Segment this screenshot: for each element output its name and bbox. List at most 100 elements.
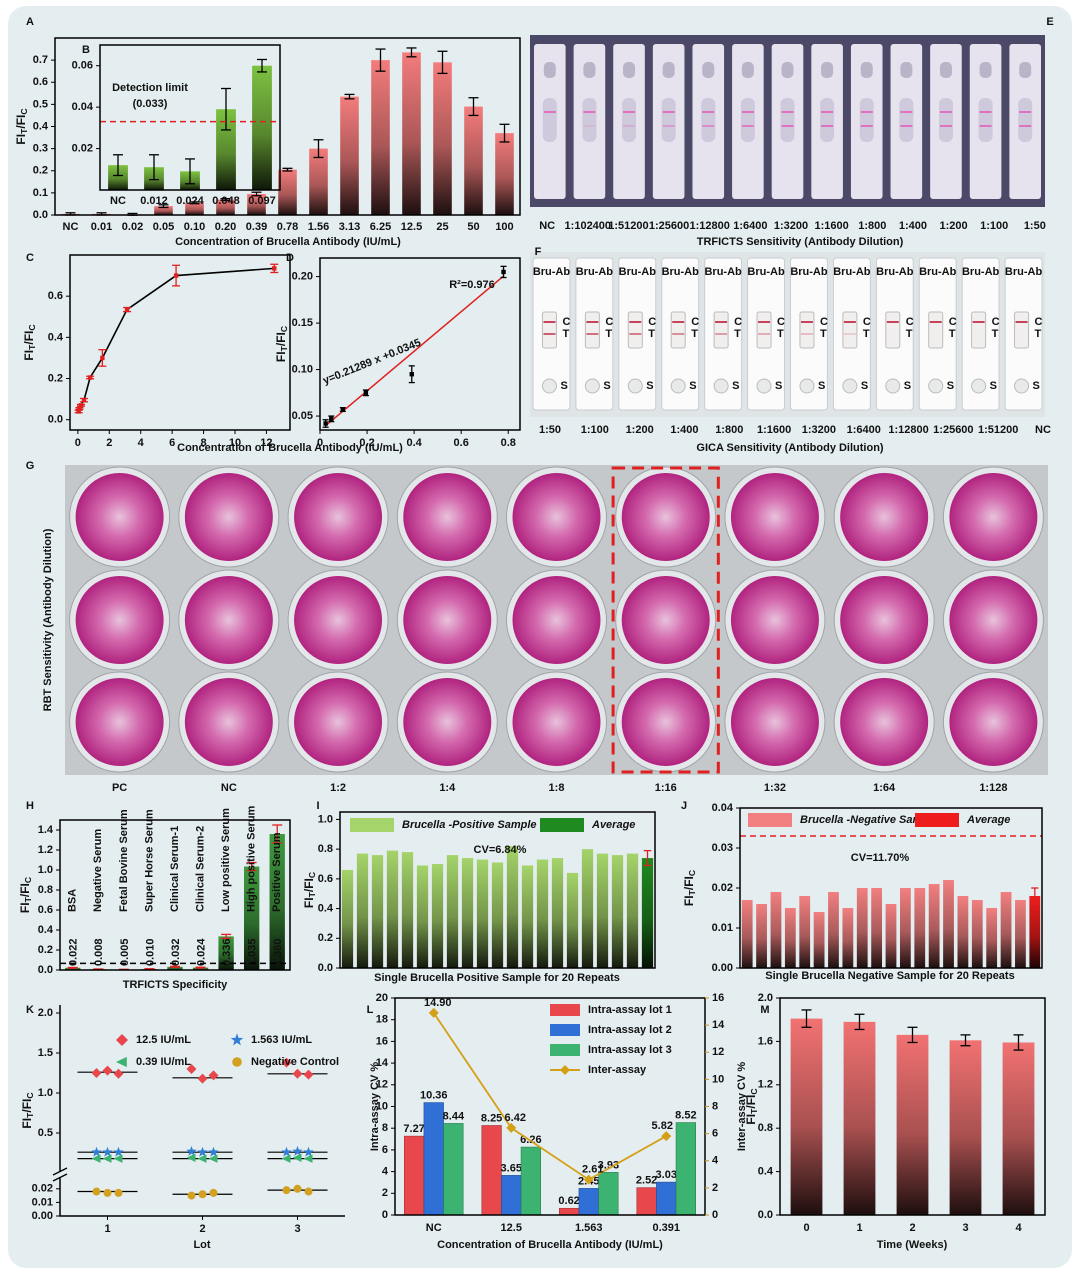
error-bar: [170, 965, 180, 968]
strip-mark: S: [646, 380, 653, 392]
error-bar: [313, 139, 324, 159]
y-tick-label: 0.2: [38, 944, 53, 956]
y-tick-label: 0.4: [48, 331, 64, 343]
y-tick-label: 0: [382, 1209, 388, 1221]
strip-window: [584, 311, 600, 349]
strip-window: [899, 98, 914, 142]
axis-label-part: FI: [682, 895, 696, 906]
panel-label: A: [26, 16, 34, 28]
bar: [1002, 1042, 1035, 1215]
strip-window: [978, 98, 993, 142]
y-tick-label: 14: [712, 1019, 725, 1031]
photo: [530, 252, 1045, 417]
marker: [506, 1122, 517, 1133]
bar: [154, 206, 173, 215]
x-axis-label: Lot: [193, 1239, 210, 1251]
bar: [1015, 900, 1026, 968]
strip-text: Bru-Ab: [619, 266, 657, 278]
bar: [416, 865, 429, 968]
sample-well: [627, 378, 643, 394]
marker: [113, 1068, 124, 1079]
bar: [495, 133, 514, 215]
x-tick-label: NC: [110, 195, 126, 207]
marker: [78, 403, 84, 408]
error-bar: [257, 58, 267, 73]
marker: [281, 1146, 292, 1157]
y-tick-label: 12: [712, 1046, 724, 1058]
axis-label-part: T: [307, 891, 317, 897]
error-bar: [246, 861, 257, 872]
bar: [501, 1175, 522, 1216]
x-tick-label: 0.012: [140, 195, 168, 207]
x-tick-label: 3: [962, 1222, 968, 1234]
x-tick-label: 0.2: [359, 437, 374, 449]
axis-label-part: /FI: [14, 115, 28, 129]
bar: [1029, 896, 1041, 968]
bar: [856, 888, 868, 968]
strip-mark: C: [562, 316, 570, 328]
strip-text: Bru-Ab: [790, 266, 828, 278]
marker: [272, 266, 277, 271]
well: [403, 678, 492, 766]
well: [403, 576, 492, 664]
marker: [102, 1065, 113, 1076]
marker: [87, 375, 93, 380]
panel-label: E: [1046, 16, 1053, 28]
bar: [598, 1172, 619, 1216]
error-bar: [468, 97, 479, 117]
bar: [943, 880, 954, 968]
strip-window: [702, 62, 715, 78]
bar: [341, 869, 354, 968]
bar: [1000, 892, 1012, 968]
axis-label-part: T: [23, 896, 33, 902]
y-tick-label: 0.2: [48, 372, 63, 384]
y-tick-label: 0.4: [33, 120, 49, 132]
strip-window: [701, 98, 716, 142]
y-tick-label: 0.01: [712, 922, 733, 934]
x-tick-label: 0.01: [91, 221, 112, 233]
bar: [278, 169, 297, 215]
axis-label: FIT/FIC: [682, 870, 697, 906]
bar: [309, 148, 328, 215]
value-label: 3.93: [598, 1159, 619, 1171]
bar: [371, 60, 390, 215]
marker: [363, 390, 369, 396]
bar: [914, 888, 926, 968]
sample-well: [713, 378, 729, 394]
y-tick-label: 1.0: [38, 1087, 53, 1099]
y-tick-label: 0.0: [758, 1209, 773, 1221]
category-label: Clinical Serum-2: [194, 826, 206, 912]
strip-mark: T: [820, 328, 827, 340]
strip-mark: T: [1035, 328, 1042, 340]
bar: [167, 966, 183, 970]
bar: [986, 908, 998, 968]
legend-label: Inter-assay: [588, 1064, 647, 1076]
bar: [813, 912, 825, 968]
y-tick-label: 0.8: [38, 884, 53, 896]
error-bar: [189, 201, 200, 205]
y-tick-label: 0.6: [33, 76, 48, 88]
y-tick-label: 14: [376, 1057, 389, 1069]
dilution-label: 1:4: [439, 782, 456, 794]
y-tick-label: 0.6: [48, 290, 63, 302]
bar: [675, 1122, 696, 1216]
strip-window: [670, 311, 686, 349]
axis-label-part: T: [27, 344, 37, 350]
y-tick-label: 0.0: [318, 962, 333, 974]
x-tick-label: 2: [106, 437, 112, 449]
strip-mark: S: [732, 380, 739, 392]
marker: [173, 273, 179, 278]
marker: [208, 1146, 219, 1157]
y-tick-label: 0.2: [33, 165, 48, 177]
bar: [928, 884, 940, 968]
dilution-label: 1:102400: [565, 220, 612, 232]
bar: [403, 1135, 425, 1216]
dilution-label: 1:2: [330, 782, 346, 794]
bar: [558, 1207, 580, 1216]
y-tick-label: 0.0: [33, 209, 48, 221]
y-tick-label: 0.0: [48, 414, 63, 426]
error-bar: [158, 204, 169, 209]
bar: [461, 858, 474, 968]
marker: [232, 1057, 242, 1067]
